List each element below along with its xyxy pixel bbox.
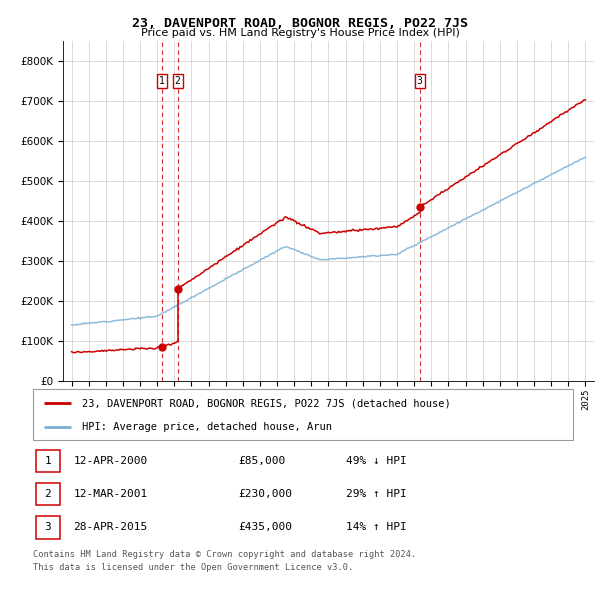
Text: £435,000: £435,000: [238, 522, 292, 532]
Text: 23, DAVENPORT ROAD, BOGNOR REGIS, PO22 7JS: 23, DAVENPORT ROAD, BOGNOR REGIS, PO22 7…: [132, 17, 468, 30]
Text: Contains HM Land Registry data © Crown copyright and database right 2024.: Contains HM Land Registry data © Crown c…: [33, 550, 416, 559]
Text: 14% ↑ HPI: 14% ↑ HPI: [346, 522, 407, 532]
Text: 12-APR-2000: 12-APR-2000: [74, 456, 148, 466]
Text: 29% ↑ HPI: 29% ↑ HPI: [346, 489, 407, 499]
Text: Price paid vs. HM Land Registry's House Price Index (HPI): Price paid vs. HM Land Registry's House …: [140, 28, 460, 38]
Text: 3: 3: [44, 522, 51, 532]
Text: HPI: Average price, detached house, Arun: HPI: Average price, detached house, Arun: [82, 422, 332, 432]
Text: £230,000: £230,000: [238, 489, 292, 499]
FancyBboxPatch shape: [33, 389, 573, 440]
Text: 49% ↓ HPI: 49% ↓ HPI: [346, 456, 407, 466]
Text: 2: 2: [44, 489, 51, 499]
Text: 1: 1: [44, 456, 51, 466]
Text: 23, DAVENPORT ROAD, BOGNOR REGIS, PO22 7JS (detached house): 23, DAVENPORT ROAD, BOGNOR REGIS, PO22 7…: [82, 398, 451, 408]
Text: 1: 1: [159, 76, 165, 86]
FancyBboxPatch shape: [36, 450, 60, 473]
Text: £85,000: £85,000: [238, 456, 286, 466]
FancyBboxPatch shape: [36, 483, 60, 506]
Text: 3: 3: [416, 76, 422, 86]
FancyBboxPatch shape: [36, 516, 60, 539]
Text: 2: 2: [175, 76, 181, 86]
Text: This data is licensed under the Open Government Licence v3.0.: This data is licensed under the Open Gov…: [33, 563, 353, 572]
Text: 12-MAR-2001: 12-MAR-2001: [74, 489, 148, 499]
Text: 28-APR-2015: 28-APR-2015: [74, 522, 148, 532]
